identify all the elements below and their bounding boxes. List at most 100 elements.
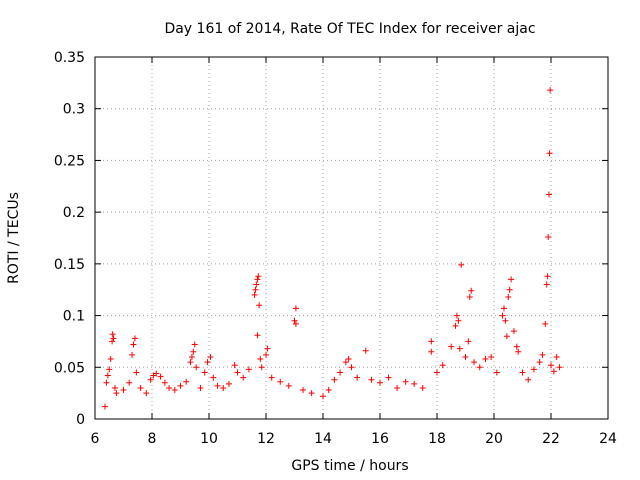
data-point: [197, 384, 204, 391]
data-point: [466, 293, 473, 300]
data-point: [465, 338, 472, 345]
data-point: [519, 369, 526, 376]
data-point: [448, 343, 455, 350]
data-point: [325, 387, 332, 394]
data-point: [285, 382, 292, 389]
data-point: [530, 366, 537, 373]
data-point: [458, 261, 465, 268]
data-point: [550, 368, 557, 375]
data-point: [220, 384, 227, 391]
data-point: [201, 369, 208, 376]
data-point: [503, 333, 510, 340]
data-point: [190, 348, 197, 355]
data-point: [515, 348, 522, 355]
data-point: [207, 353, 214, 360]
x-tick-label: 8: [148, 431, 157, 447]
data-point: [130, 341, 137, 348]
x-tick-label: 24: [599, 431, 617, 447]
data-point: [456, 345, 463, 352]
data-point: [111, 384, 118, 391]
data-point: [258, 364, 265, 371]
x-tick-label: 10: [200, 431, 218, 447]
axis-ticks: 6 8 10 12 14 16 18 20 22 24 0 0.05 0.1 0.15 0.2 0.25 0.3…: [54, 50, 617, 447]
data-point: [342, 359, 349, 366]
data-point: [177, 382, 184, 389]
y-tick-label: 0: [76, 412, 85, 428]
data-point: [126, 379, 133, 386]
data-point: [508, 276, 515, 283]
y-axis-label: ROTI / TECUs: [6, 192, 22, 284]
data-point: [499, 312, 506, 319]
data-point: [545, 233, 552, 240]
data-point: [101, 403, 108, 410]
data-point: [453, 312, 460, 319]
data-point: [419, 384, 426, 391]
data-point: [231, 362, 238, 369]
data-point: [536, 359, 543, 366]
data-point: [368, 376, 375, 383]
data-point: [129, 351, 136, 358]
data-point: [234, 369, 241, 376]
data-point: [476, 364, 483, 371]
data-point: [411, 380, 418, 387]
data-point: [292, 320, 299, 327]
data-point: [245, 366, 252, 373]
y-tick-label: 0.35: [54, 50, 85, 66]
x-tick-label: 22: [542, 431, 560, 447]
data-point: [291, 317, 298, 324]
data-point: [547, 87, 554, 94]
data-point: [525, 376, 532, 383]
y-tick-label: 0.3: [63, 102, 85, 118]
data-point: [133, 369, 140, 376]
data-point: [255, 273, 262, 280]
data-point: [468, 287, 475, 294]
data-point: [120, 387, 127, 394]
data-point: [354, 374, 361, 381]
data-point: [171, 387, 178, 394]
plot-frame: [94, 56, 609, 420]
data-point: [500, 305, 507, 312]
data-point: [268, 374, 275, 381]
data-point: [377, 379, 383, 386]
data-point: [513, 343, 520, 350]
data-point: [147, 376, 154, 383]
data-point: [188, 353, 195, 360]
data-point: [252, 286, 259, 293]
data-point: [214, 382, 221, 389]
data-point: [187, 359, 194, 366]
data-point: [544, 273, 551, 280]
x-tick-label: 20: [485, 431, 503, 447]
data-point: [471, 359, 478, 366]
data-point: [348, 364, 355, 371]
data-point: [161, 379, 168, 386]
data-point: [166, 384, 173, 391]
y-tick-label: 0.2: [63, 205, 85, 221]
data-point: [137, 384, 144, 391]
data-point: [434, 369, 440, 376]
data-point: [439, 362, 446, 369]
data-point: [300, 387, 307, 394]
data-points: [101, 87, 563, 410]
data-point: [277, 378, 284, 385]
data-point: [308, 390, 315, 397]
data-point: [204, 359, 211, 366]
data-point: [256, 302, 263, 309]
data-point: [502, 317, 509, 324]
data-point: [109, 338, 116, 345]
data-point: [110, 335, 117, 342]
data-point: [153, 370, 160, 377]
data-point: [254, 332, 261, 339]
data-point: [193, 364, 200, 371]
chart-title: Day 161 of 2014, Rate Of TEC Index for r…: [164, 21, 535, 37]
data-point: [109, 331, 116, 338]
data-point: [556, 364, 563, 371]
data-point: [428, 338, 435, 345]
data-point: [103, 379, 110, 386]
data-point: [493, 369, 500, 376]
y-tick-label: 0.1: [63, 309, 85, 325]
data-point: [131, 335, 138, 342]
x-tick-label: 16: [371, 431, 389, 447]
data-point: [394, 384, 401, 391]
data-point: [251, 291, 258, 298]
x-tick-label: 6: [91, 431, 100, 447]
